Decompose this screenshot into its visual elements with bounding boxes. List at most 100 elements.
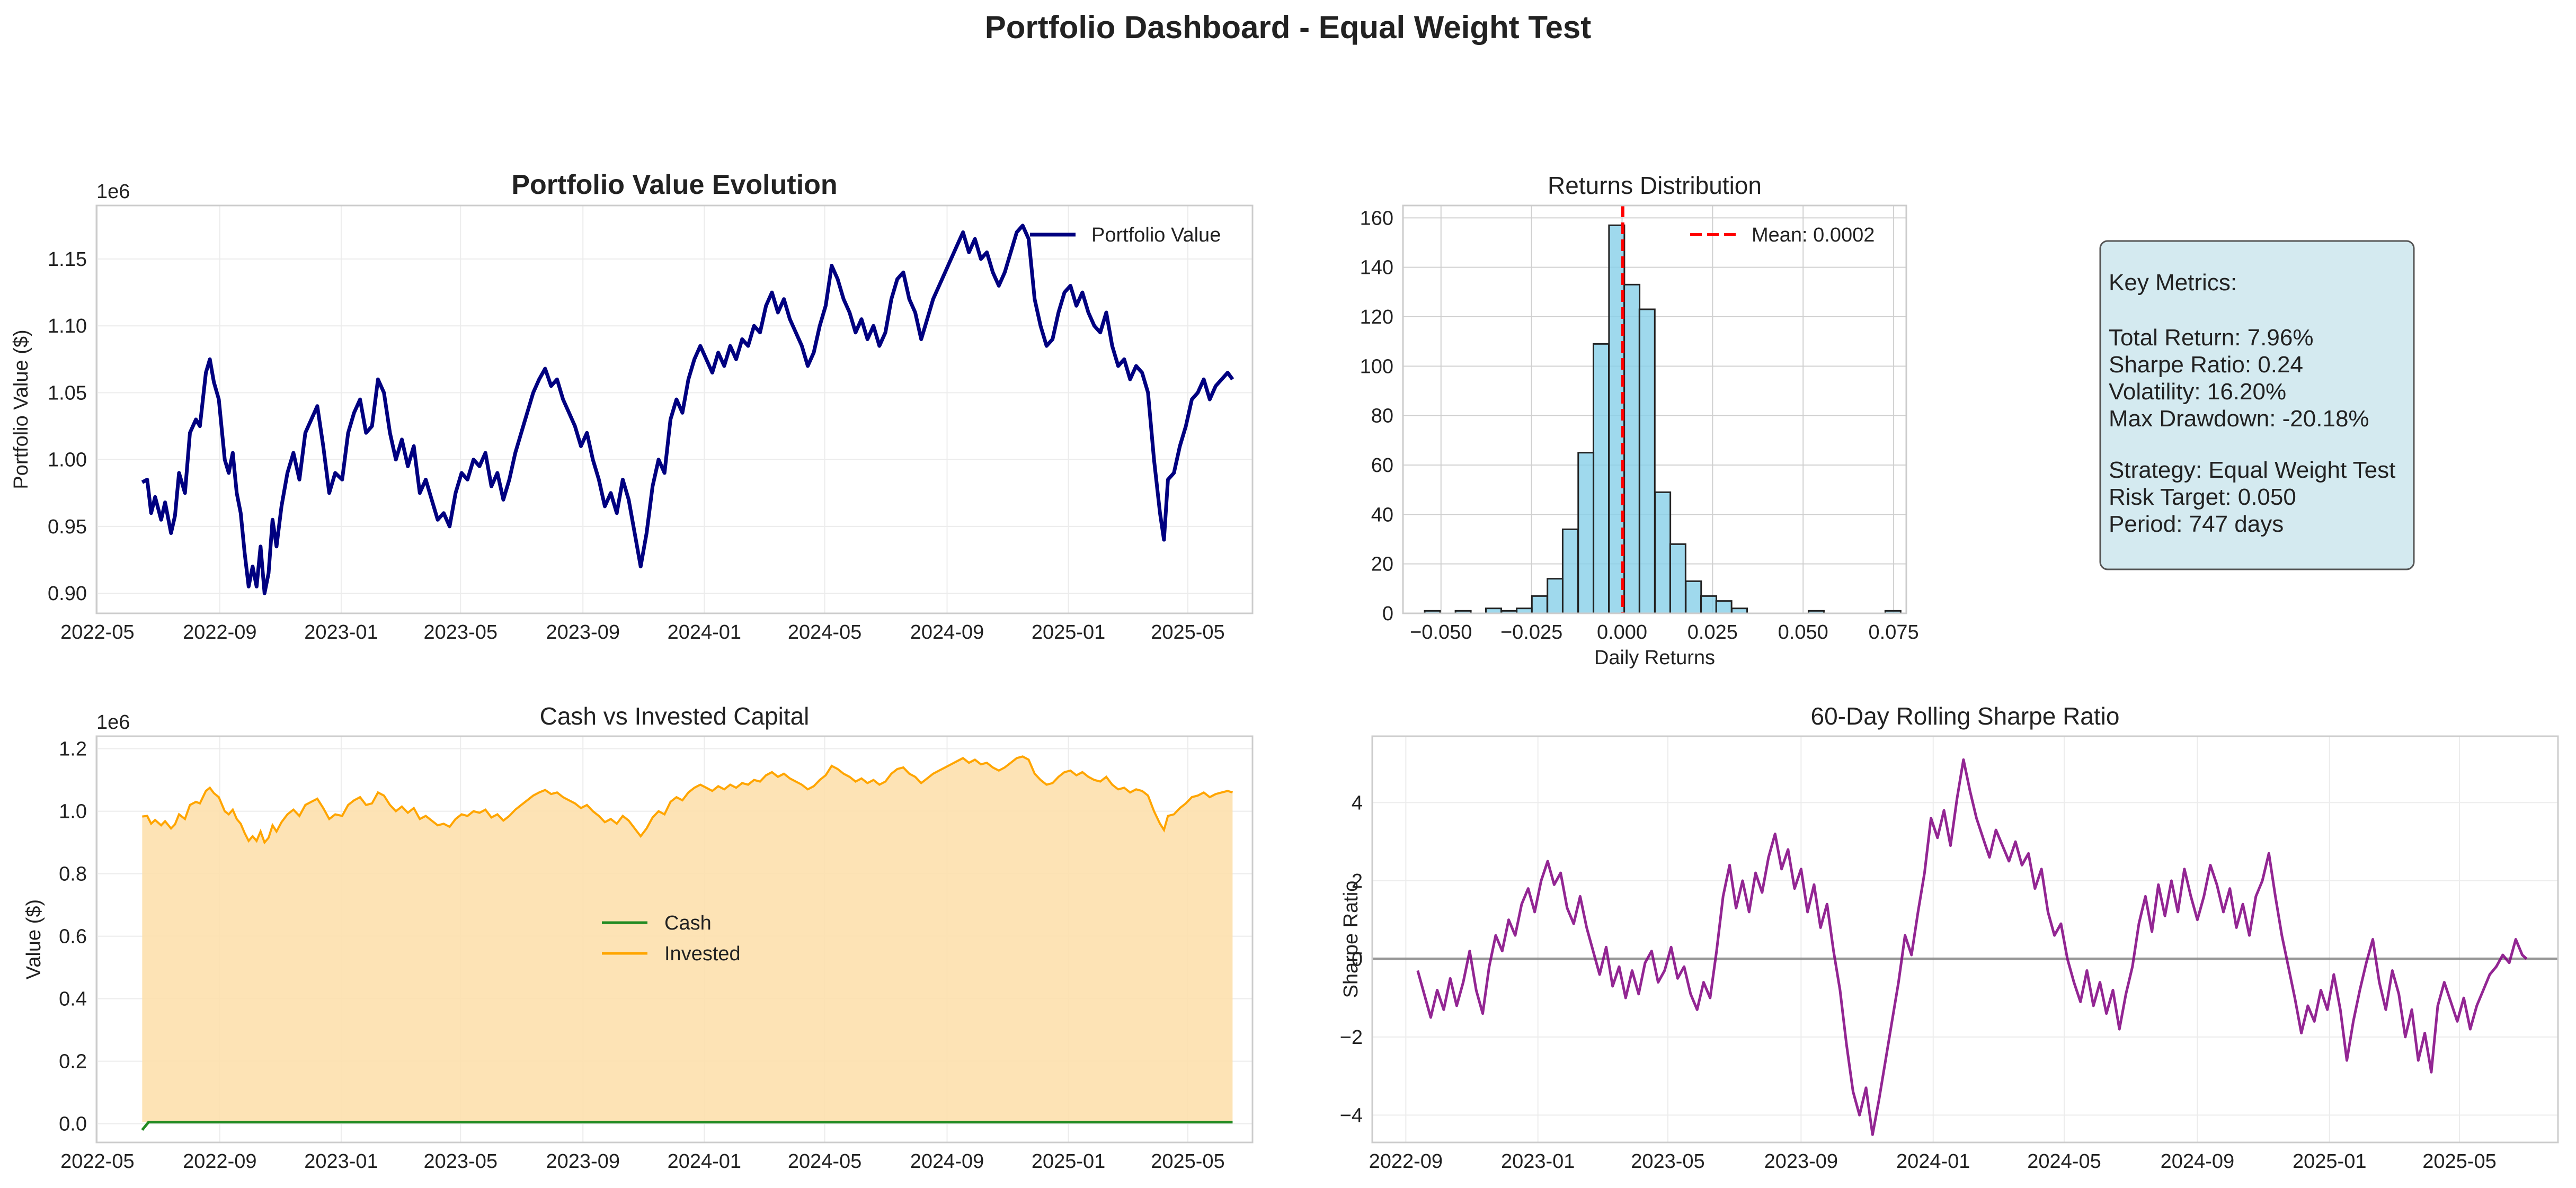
hist-xlabel: Daily Returns: [1594, 647, 1715, 669]
sharpe-xtick-label: 2023-05: [1631, 1150, 1704, 1173]
histogram-bar: [1592, 343, 1610, 614]
hist-xtick-label: 0.000: [1597, 621, 1647, 644]
hist-xtick-label: −0.025: [1500, 621, 1562, 644]
value-y-offset: 1e6: [96, 181, 130, 203]
metric-max-drawdown: Max Drawdown: -20.18%: [2109, 406, 2369, 432]
histogram-bar: [1638, 308, 1656, 614]
metrics-heading: Key Metrics:: [2109, 270, 2237, 296]
sharpe-xtick-label: 2022-09: [1369, 1150, 1443, 1173]
sharpe-ytick-label: −2: [1340, 1026, 1363, 1049]
sharpe-xtick-label: 2024-01: [1896, 1150, 1970, 1173]
cash-title: Cash vs Invested Capital: [540, 702, 810, 730]
cash-xtick-label: 2024-05: [788, 1150, 861, 1173]
sharpe-xtick-label: 2024-05: [2027, 1150, 2101, 1173]
sharpe-xtick-label: 2025-05: [2422, 1150, 2496, 1173]
hist-ytick-label: 120: [1360, 306, 1393, 328]
legend-label-portfolio-value: Portfolio Value: [1091, 224, 1221, 246]
sharpe-xtick-label: 2024-09: [2161, 1150, 2234, 1173]
hist-ytick-label: 60: [1371, 454, 1393, 477]
cash-ytick-label: 1.2: [59, 738, 87, 761]
value-xtick-label: 2024-09: [910, 621, 984, 644]
figure-suptitle: Portfolio Dashboard - Equal Weight Test: [985, 10, 1592, 45]
metric-period: Period: 747 days: [2109, 511, 2284, 537]
value-xtick-label: 2023-09: [546, 621, 620, 644]
histogram-bar: [1623, 283, 1641, 614]
value-xtick-label: 2025-01: [1032, 621, 1105, 644]
value-xtick-label: 2023-05: [424, 621, 498, 644]
cash-xtick-label: 2024-09: [910, 1150, 984, 1173]
histogram-bar: [1547, 578, 1564, 614]
hist-ytick-label: 80: [1371, 405, 1393, 427]
value-ylabel: Portfolio Value ($): [10, 329, 32, 489]
histogram-bar: [1577, 452, 1595, 614]
cash-xtick-label: 2022-09: [183, 1150, 256, 1173]
value-axes-frame: [95, 204, 1254, 614]
value-ytick-label: 1.10: [48, 315, 87, 337]
hist-title: Returns Distribution: [1548, 172, 1762, 199]
sharpe-ylabel: Sharpe Ratio: [1340, 881, 1362, 998]
hist-ytick-label: 0: [1382, 603, 1393, 625]
cash-xtick-label: 2025-01: [1032, 1150, 1105, 1173]
sharpe-plot-bg: [1372, 736, 2558, 1142]
cash-xtick-label: 2023-09: [546, 1150, 620, 1173]
hist-axes-frame: [1402, 204, 1907, 614]
hist-ytick-label: 20: [1371, 553, 1393, 576]
hist-xtick-label: 0.025: [1687, 621, 1738, 644]
value-xtick-label: 2022-09: [183, 621, 256, 644]
sharpe-title: 60-Day Rolling Sharpe Ratio: [1811, 702, 2120, 730]
cash-xtick-label: 2023-05: [424, 1150, 498, 1173]
cash-ytick-label: 0.6: [59, 926, 87, 948]
hist-xtick-label: −0.050: [1410, 621, 1472, 644]
cash-xtick-label: 2022-05: [60, 1150, 134, 1173]
value-ytick-label: 0.90: [48, 583, 87, 605]
value-xtick-label: 2022-05: [60, 621, 134, 644]
sharpe-axes-frame: [1371, 735, 2559, 1144]
hist-ytick-label: 140: [1360, 257, 1393, 279]
portfolio-value-line: [141, 224, 1234, 595]
sharpe-ytick-label: 4: [1352, 792, 1363, 814]
value-xtick-label: 2025-05: [1151, 621, 1224, 644]
metric-total-return: Total Return: 7.96%: [2109, 325, 2313, 351]
metric-risk-target: Risk Target: 0.050: [2109, 484, 2296, 510]
sharpe-ytick-label: −4: [1340, 1104, 1363, 1127]
histogram-bar: [1715, 600, 1733, 614]
cash-line: [141, 1121, 1233, 1131]
sharpe-xtick-label: 2025-01: [2293, 1150, 2366, 1173]
value-xtick-label: 2024-01: [668, 621, 741, 644]
cash-ytick-label: 0.8: [59, 863, 87, 886]
sharpe-ytick-label: 0: [1352, 948, 1363, 970]
value-ytick-label: 1.00: [48, 449, 87, 471]
charts-layer: 2022-05 2022-09 2023-01 2023-05 2023-09 2024-…: [10, 169, 2559, 1173]
cash-xtick-label: 2025-05: [1151, 1150, 1224, 1173]
sharpe-ytick-label: 2: [1352, 870, 1363, 892]
value-ytick-label: 1.05: [48, 382, 87, 404]
hist-ytick-label: 40: [1371, 504, 1393, 526]
cash-ylabel: Value ($): [23, 899, 45, 979]
value-ytick-label: 0.95: [48, 516, 87, 538]
value-ytick-label: 1.15: [48, 248, 87, 271]
histogram-bar: [1654, 491, 1672, 614]
histogram-bar: [1700, 595, 1717, 614]
metrics-box: [2099, 240, 2415, 570]
metric-strategy: Strategy: Equal Weight Test: [2109, 457, 2395, 483]
hist-xtick-label: 0.050: [1778, 621, 1828, 644]
cash-xtick-label: 2024-01: [668, 1150, 741, 1173]
cash-ytick-label: 0.0: [59, 1113, 87, 1136]
value-xtick-label: 2024-05: [788, 621, 861, 644]
value-title: Portfolio Value Evolution: [511, 169, 837, 200]
value-xtick-label: 2023-01: [304, 621, 378, 644]
histogram-bar: [1531, 595, 1548, 614]
cash-ytick-label: 0.2: [59, 1051, 87, 1073]
hist-xtick-label: 0.075: [1869, 621, 1919, 644]
cash-ytick-label: 0.4: [59, 988, 87, 1011]
cash-xtick-label: 2023-01: [304, 1150, 378, 1173]
key-metrics-panel: Key Metrics: Total Return: 7.96% Sharpe …: [2099, 240, 2415, 570]
hist-ytick-label: 160: [1360, 207, 1393, 229]
legend-label-invested: Invested: [664, 943, 741, 965]
hist-ytick-label: 100: [1360, 355, 1393, 378]
sharpe-xtick-label: 2023-09: [1764, 1150, 1838, 1173]
rolling-sharpe-line: [1416, 758, 2528, 1136]
cash-axes-frame: [95, 735, 1254, 1144]
sharpe-xtick-label: 2023-01: [1501, 1150, 1575, 1173]
